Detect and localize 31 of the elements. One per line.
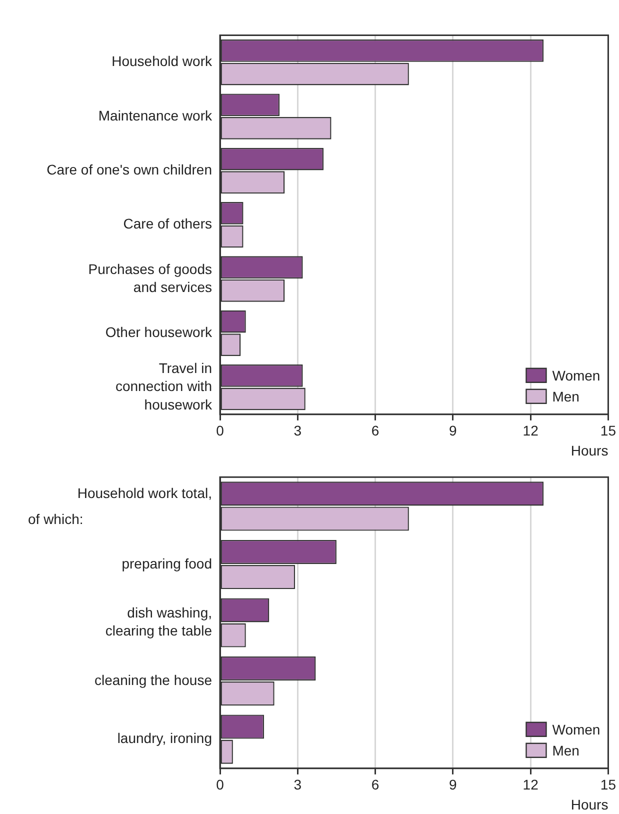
x-tick-label: 9 [449,776,458,793]
x-tick-label: 6 [371,422,380,439]
y-tick-label: Maintenance work [98,107,213,124]
x-tick-label: 0 [216,776,224,793]
legend-label: Women [552,367,600,384]
x-tick-label: 3 [294,422,302,439]
y-tick-label: cleaning the house [94,672,212,688]
y-tick-label: Other housework [105,324,213,340]
y-tick-label: Travel in connection with housework [115,360,213,412]
x-tick-label: 0 [216,422,224,439]
text: Household work total, [77,485,212,502]
x-tick-label: 12 [522,776,539,793]
x-tick-label: 15 [600,422,616,439]
y-tick-label: Household work [112,53,213,70]
y-tick-label: preparing food [122,555,212,572]
x-tick-label: 12 [522,422,539,439]
legend-label: Men [552,388,580,404]
y-tick-label: Care of others [123,216,212,232]
legend-label: Women [552,721,600,738]
text: of which: [28,511,84,528]
x-axis-title: Hours [570,442,608,458]
x-tick-label: 9 [449,422,458,439]
y-tick-label: Care of one's own children [46,162,212,178]
legend-label: Men [552,742,580,758]
x-tick-label: 3 [294,776,302,793]
y-tick-label: laundry, ironing [117,730,212,746]
x-tick-label: 6 [371,776,380,793]
x-axis-title: Hours [570,796,608,812]
x-tick-label: 15 [600,776,616,793]
y-tick-label: dish washing, clearing the table [105,604,212,639]
y-tick-label: Purchases of goods and services [88,260,212,295]
